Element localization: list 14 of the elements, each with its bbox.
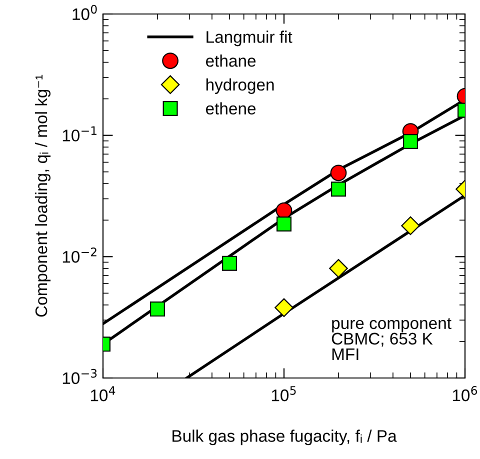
y-tick-label: 10$^{−1}$ bbox=[62, 126, 96, 142]
x-axis-title: Bulk gas phase fugacity, fᵢ / Pa bbox=[172, 430, 397, 446]
y-tick-label: 10$^{−3}$ bbox=[62, 368, 97, 384]
x-tick-label: 10$^{5}$ bbox=[272, 386, 296, 402]
legend-label: ethene bbox=[206, 102, 256, 115]
y-axis-title: Component loading, qᵢ / mol kg⁻¹ bbox=[34, 74, 51, 317]
y-tick-label: 10$^{0}$ bbox=[72, 4, 97, 20]
annotation: pure component CBMC; 653 K MFI bbox=[332, 318, 452, 360]
legend-label: Langmuir fit bbox=[206, 30, 292, 46]
legend-label: ethane bbox=[206, 54, 256, 67]
legend-label: hydrogen bbox=[206, 78, 274, 94]
x-tick-label: 10$^{4}$ bbox=[90, 386, 116, 402]
x-tick-label: 10$^{6}$ bbox=[452, 386, 478, 402]
y-tick-label: 10$^{−2}$ bbox=[62, 248, 96, 263]
